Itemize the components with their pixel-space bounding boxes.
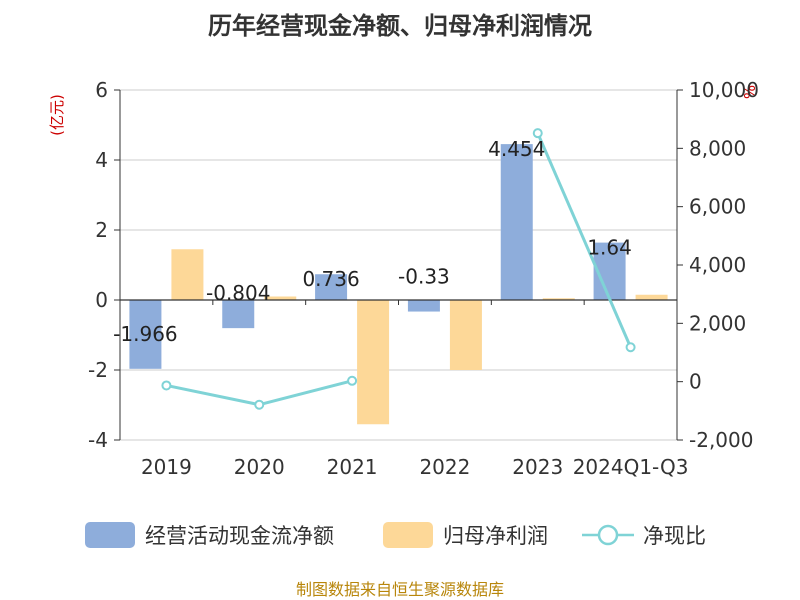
right-axis-tick-label: -2,000: [689, 428, 753, 452]
left-axis-tick-label: 0: [95, 288, 108, 312]
right-axis-tick-label: 8,000: [689, 136, 746, 160]
right-axis-tick-label: 10,000: [689, 78, 759, 102]
right-axis-tick-label: 6,000: [689, 195, 746, 219]
right-axis-tick-label: 4,000: [689, 253, 746, 277]
legend-swatch-net-profit: [383, 522, 433, 548]
x-axis-tick-label: 2019: [141, 455, 192, 479]
bar-net-profit: [635, 294, 668, 300]
line-ratio-point: [254, 399, 265, 410]
source-footer: 制图数据来自恒生聚源数据库: [296, 580, 504, 599]
axes: 6 4 2 0 -2 -4 10,000 8,000 6,000 4,000 2,000 0 -2,00…: [88, 78, 759, 479]
bar-net-profit: [357, 300, 390, 425]
chart-title: 历年经营现金净额、归母净利润情况: [208, 12, 592, 40]
legend-label-net-profit: 归母净利润: [443, 524, 548, 548]
data-label: -0.804: [206, 281, 270, 305]
legend-label-ocf: 经营活动现金流净额: [145, 524, 334, 548]
right-axis-tick-label: 2,000: [689, 311, 746, 335]
line-ratio-segment: [166, 383, 260, 407]
legend-swatch-ratio-marker: [597, 524, 619, 546]
bar-ocf: [407, 300, 440, 312]
left-axis-tick-label: 6: [95, 78, 108, 102]
line-ratio-segment: [258, 379, 353, 407]
bar-net-profit: [542, 298, 575, 300]
left-axis-tick-label: -2: [88, 358, 108, 382]
bar-ocf: [315, 274, 348, 300]
bar-net-profit: [449, 300, 482, 370]
bar-ocf: [222, 300, 255, 329]
bar-net-profit: [264, 296, 297, 300]
bar-net-profit: [171, 249, 204, 300]
right-axis-unit-label: %: [741, 85, 759, 99]
data-label: 4.454: [488, 137, 545, 161]
right-axis-tick-label: 0: [689, 370, 702, 394]
legend-label-ratio: 净现比: [643, 524, 706, 548]
line-ratio-point: [347, 375, 358, 386]
bar-series: [129, 144, 668, 425]
left-axis-tick-label: -4: [88, 428, 108, 452]
left-axis-tick-label: 2: [95, 218, 108, 242]
line-series: [161, 128, 636, 410]
data-label: 1.64: [587, 236, 632, 260]
data-label: -1.966: [113, 322, 177, 346]
left-axis-tick-label: 4: [95, 148, 108, 172]
bar-ocf: [500, 144, 533, 300]
data-label: 0.736: [302, 267, 359, 291]
legend: 经营活动现金流净额 归母净利润 净现比: [85, 522, 706, 548]
x-axis-tick-label: 2021: [327, 455, 378, 479]
data-labels: -1.966 -0.804 0.736 -0.33 4.454 1.64: [113, 137, 632, 346]
line-ratio-point: [161, 380, 172, 391]
x-axis-tick-label: 2022: [419, 455, 470, 479]
left-axis-unit-label: (亿元): [48, 94, 66, 136]
line-ratio-point: [625, 342, 636, 353]
line-ratio-point: [532, 128, 543, 139]
x-axis-tick-label: 2023: [512, 455, 563, 479]
x-axis-tick-label: 2024Q1-Q3: [573, 455, 689, 479]
x-axis-tick-label: 2020: [234, 455, 285, 479]
legend-swatch-ocf: [85, 522, 135, 548]
line-ratio-segment: [536, 132, 632, 348]
bar-ocf: [129, 300, 162, 369]
data-label: -0.33: [398, 265, 450, 289]
